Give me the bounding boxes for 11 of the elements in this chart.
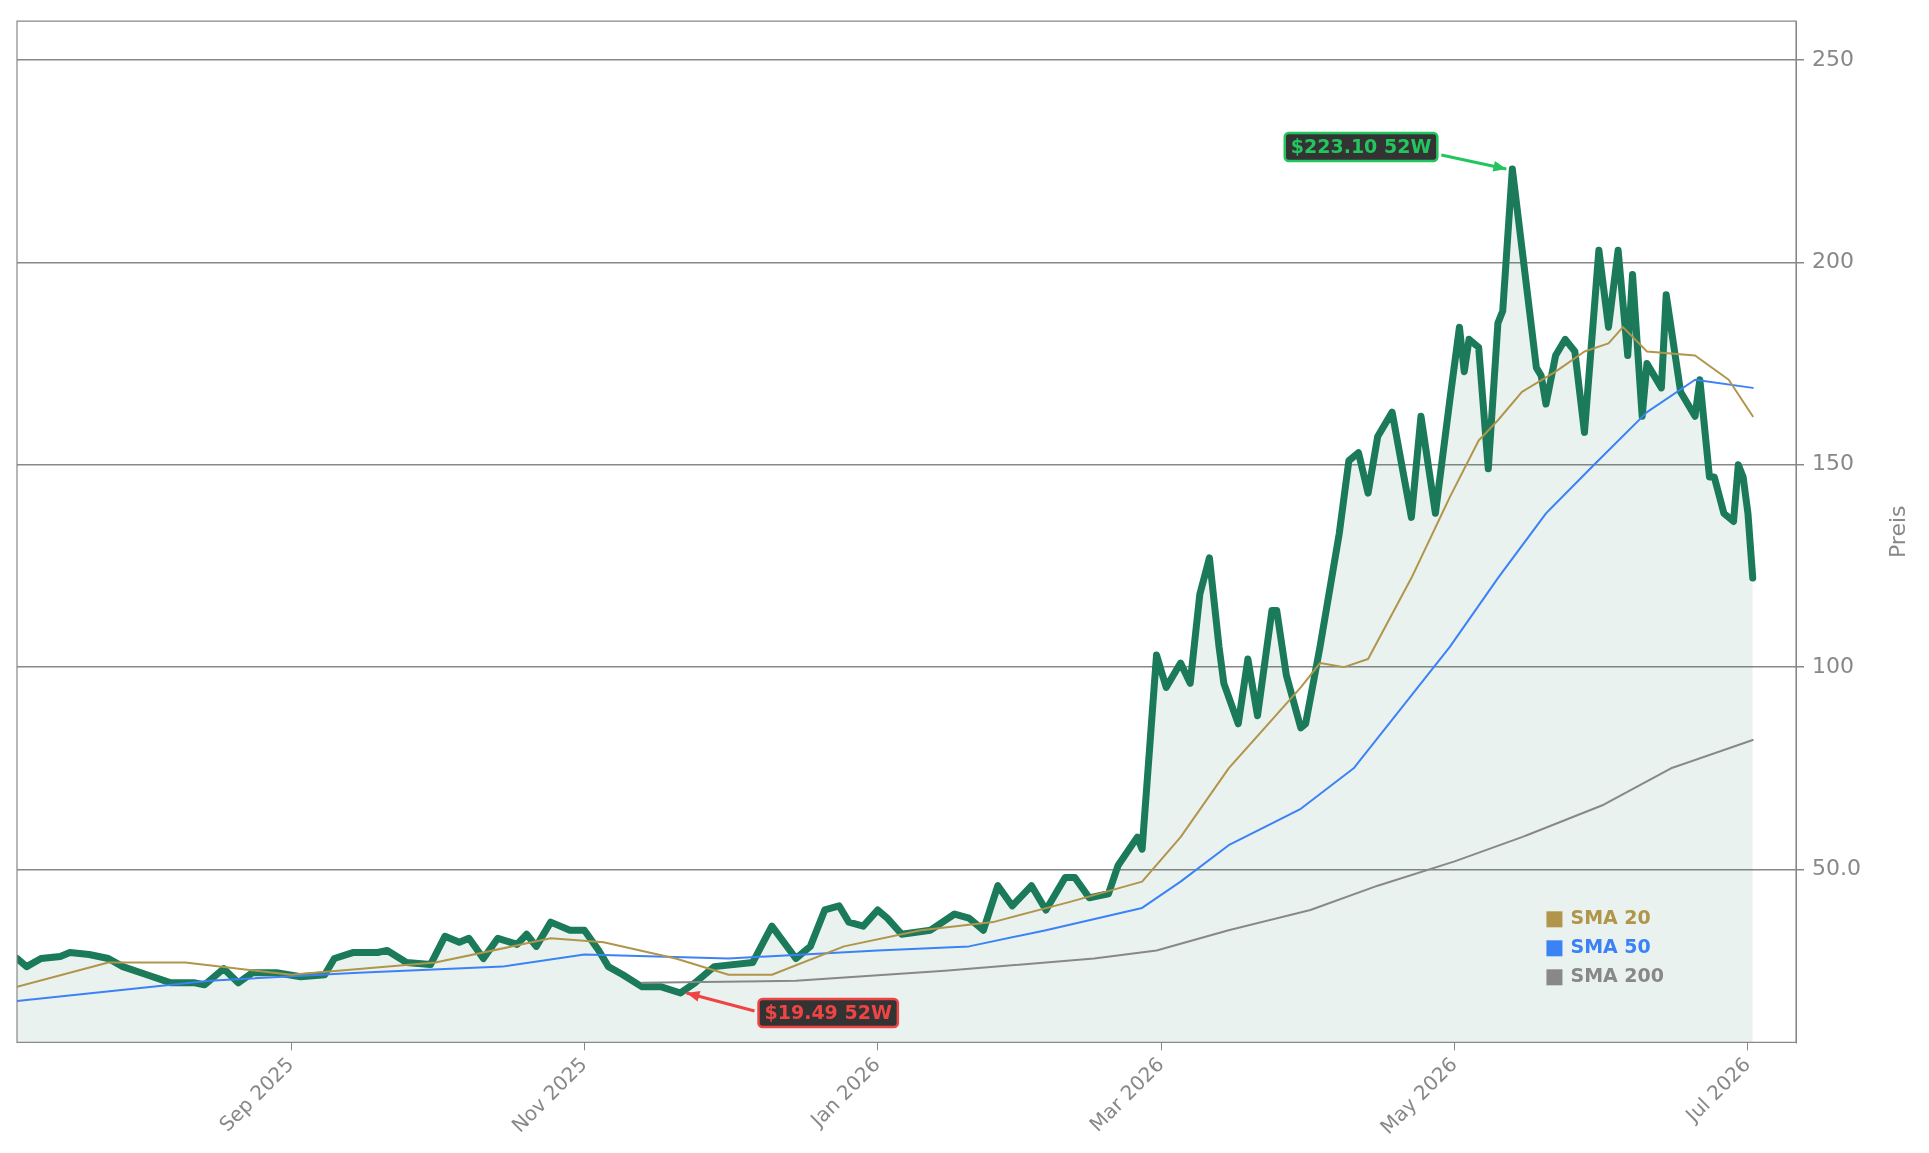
y-tick-label: 200 (1812, 248, 1855, 274)
y-axis-title: Preis (1884, 505, 1910, 559)
annotation: $19.49 52W (764, 1000, 892, 1023)
y-tick-label: 150 (1812, 450, 1855, 476)
y-tick-label: 100 (1812, 652, 1855, 678)
legend-label: SMA 20 (1570, 906, 1651, 929)
y-tick-label: 250 (1812, 45, 1855, 71)
legend-label: SMA 200 (1570, 964, 1665, 987)
y-tick-label: 50.0 (1812, 855, 1861, 881)
legend-label: SMA 50 (1570, 935, 1651, 958)
annotation: $223.10 52W (1290, 134, 1432, 157)
